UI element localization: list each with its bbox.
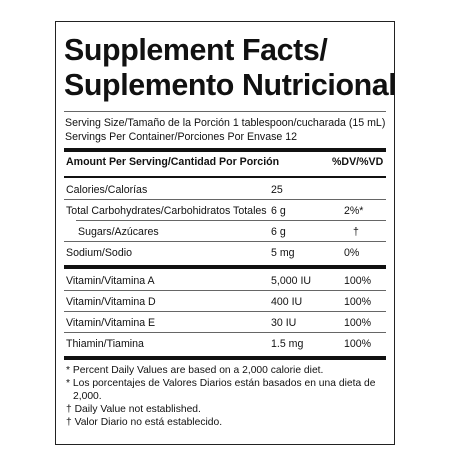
row-calories: Calories/Calorías 25	[56, 179, 394, 200]
row-divider	[64, 332, 386, 333]
row-vitamin-a: Vitamin/Vitamina A 5,000 IU 100%	[56, 270, 394, 291]
thick-divider	[64, 356, 386, 360]
nutrient-amount: 6 g	[271, 205, 286, 217]
nutrient-name: Sodium/Sodio	[66, 247, 132, 259]
nutrient-name: Thiamin/Tiamina	[66, 338, 144, 350]
title-spanish: Suplemento Nutricional	[64, 67, 397, 102]
nutrient-name: Vitamin/Vitamina A	[66, 275, 155, 287]
row-divider	[64, 241, 386, 242]
nutrient-name: Sugars/Azúcares	[78, 226, 159, 238]
footnote-dv-spanish-cont: 2,000.	[73, 391, 102, 402]
row-divider	[76, 220, 386, 221]
row-divider	[64, 199, 386, 200]
nutrient-name: Calories/Calorías	[66, 184, 148, 196]
header-amount-per-serving: Amount Per Serving/Cantidad Por Porción	[66, 156, 280, 168]
nutrient-dv: 100%	[344, 275, 372, 287]
nutrient-name: Total Carbohydrates/Carbohidratos Totale…	[66, 205, 267, 217]
divider	[64, 111, 386, 112]
row-divider	[64, 290, 386, 291]
row-vitamin-d: Vitamin/Vitamina D 400 IU 100%	[56, 291, 394, 312]
nutrient-dv: 100%	[344, 296, 372, 308]
title-english: Supplement Facts/	[64, 32, 328, 67]
nutrient-name: Vitamin/Vitamina D	[66, 296, 156, 308]
nutrient-dv: 2%*	[344, 205, 364, 217]
nutrient-amount: 30 IU	[271, 317, 297, 329]
servings-per-container: Servings Per Container/Porciones Por Env…	[65, 131, 298, 143]
footnote-dv-english: * Percent Daily Values are based on a 2,…	[66, 365, 324, 376]
row-sugars: Sugars/Azúcares 6 g †	[56, 221, 394, 242]
thick-divider	[64, 265, 386, 269]
footnote-not-established-english: † Daily Value not established.	[66, 404, 201, 415]
nutrient-dv: †	[353, 226, 359, 238]
nutrient-dv: 100%	[344, 317, 372, 329]
nutrient-amount: 1.5 mg	[271, 338, 304, 350]
nutrient-name: Vitamin/Vitamina E	[66, 317, 156, 329]
nutrient-amount: 25	[271, 184, 283, 196]
thick-divider	[64, 148, 386, 152]
row-thiamin: Thiamin/Tiamina 1.5 mg 100%	[56, 333, 394, 354]
nutrient-amount: 400 IU	[271, 296, 303, 308]
header-daily-value: %DV/%VD	[332, 156, 384, 168]
footnote-dv-spanish: * Los porcentajes de Valores Diarios est…	[66, 378, 376, 389]
serving-size: Serving Size/Tamaño de la Porción 1 tabl…	[65, 117, 386, 129]
row-total-carbohydrates: Total Carbohydrates/Carbohidratos Totale…	[56, 200, 394, 221]
footnote-not-established-spanish: † Valor Diario no está establecido.	[66, 417, 223, 428]
header-divider	[64, 176, 386, 178]
row-divider	[64, 311, 386, 312]
row-vitamin-e: Vitamin/Vitamina E 30 IU 100%	[56, 312, 394, 333]
nutrient-amount: 5 mg	[271, 247, 295, 259]
nutrient-amount: 6 g	[271, 226, 286, 238]
supplement-facts-panel: Supplement Facts/ Suplemento Nutricional…	[55, 21, 397, 445]
nutrient-dv: 0%	[344, 247, 360, 259]
row-sodium: Sodium/Sodio 5 mg 0%	[56, 242, 394, 263]
nutrient-dv: 100%	[344, 338, 372, 350]
nutrient-amount: 5,000 IU	[271, 275, 312, 287]
